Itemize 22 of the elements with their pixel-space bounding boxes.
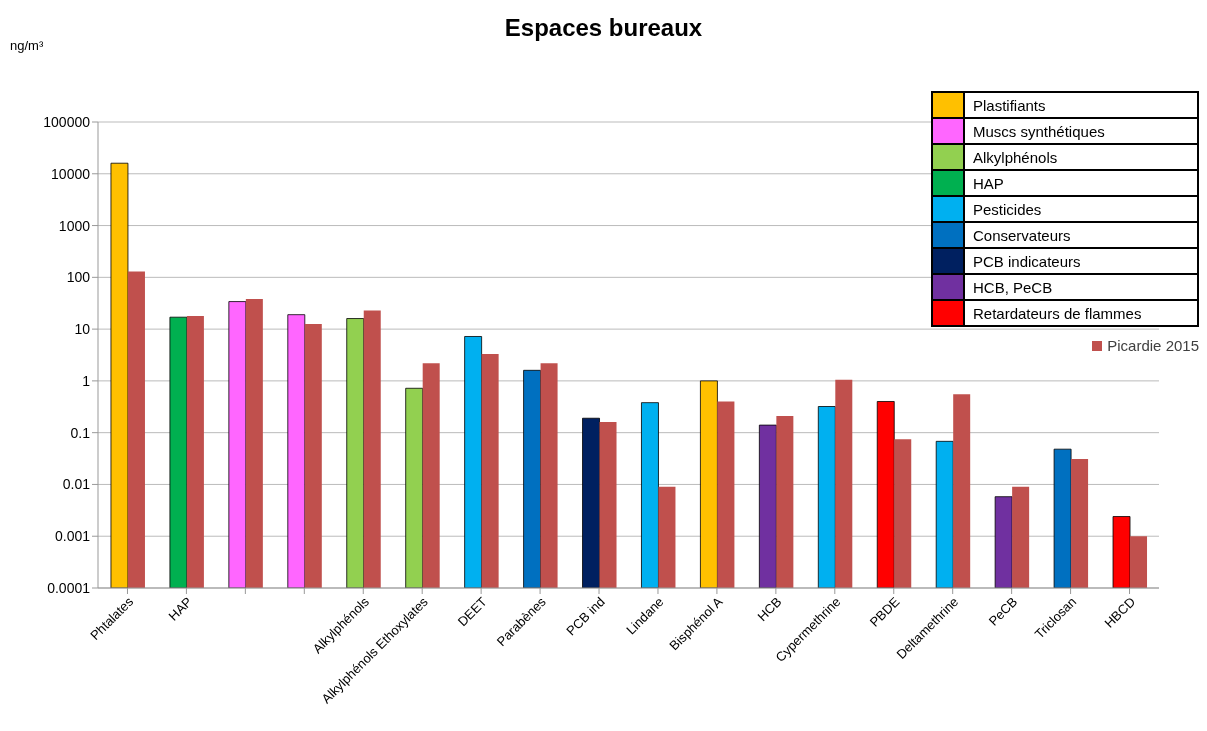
y-tick-label: 0.001 [54, 528, 91, 545]
y-tick-label: 0.01 [62, 476, 91, 493]
legend-label: Plastifiants [964, 92, 1198, 118]
legend-label: HAP [964, 170, 1198, 196]
y-tick-label: 1000 [58, 217, 91, 234]
legend-label: Alkylphénols [964, 144, 1198, 170]
y-tick-label: 10 [74, 321, 91, 338]
y-axis-title: ng/m³ [10, 38, 44, 53]
y-tick-label: 0.1 [70, 424, 91, 441]
legend-label: Muscs synthétiques [964, 118, 1198, 144]
legend-label: PCB indicateurs [964, 248, 1198, 274]
legend-label: Conservateurs [964, 222, 1198, 248]
y-tick-label: 100000 [43, 113, 91, 130]
chart-title: Espaces bureaux [504, 14, 703, 41]
legend-label: Retardateurs de flammes [964, 300, 1198, 326]
legend-label: Picardie 2015 [1106, 337, 1199, 354]
y-tick-label: 0.0001 [47, 579, 91, 596]
legend-label: HCB, PeCB [964, 274, 1198, 300]
y-tick-label: 100 [66, 269, 91, 286]
legend-label: Pesticides [964, 196, 1198, 222]
y-tick-label: 10000 [51, 165, 91, 182]
y-tick-label: 1 [82, 372, 91, 389]
